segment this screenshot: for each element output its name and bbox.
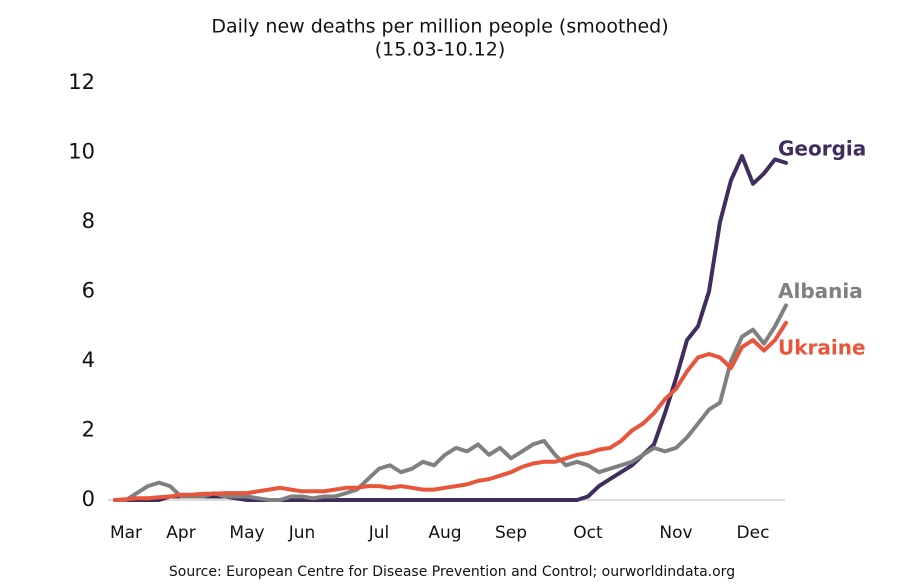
x-tick-label: Nov bbox=[659, 523, 692, 543]
y-tick-label: 2 bbox=[82, 418, 95, 442]
y-tick-label: 12 bbox=[68, 70, 95, 94]
x-tick-label: Jun bbox=[288, 523, 316, 543]
y-tick-label: 10 bbox=[68, 140, 95, 164]
chart-subtitle: (15.03-10.12) bbox=[375, 39, 505, 61]
x-tick-label: Apr bbox=[166, 523, 195, 543]
chart-title: Daily new deaths per million people (smo… bbox=[211, 16, 668, 38]
x-tick-label: May bbox=[229, 523, 264, 543]
y-tick-label: 6 bbox=[82, 279, 95, 303]
x-tick-label: Mar bbox=[110, 523, 142, 543]
x-tick-label: Oct bbox=[573, 523, 603, 543]
y-tick-label: 4 bbox=[82, 348, 95, 372]
x-tick-label: Jul bbox=[368, 523, 390, 543]
series-label: Ukraine bbox=[778, 335, 866, 359]
y-tick-label: 8 bbox=[82, 209, 95, 233]
series-line bbox=[113, 320, 788, 502]
source-note: Source: European Centre for Disease Prev… bbox=[169, 564, 735, 580]
series-line bbox=[113, 154, 788, 502]
series-label: Albania bbox=[778, 279, 863, 303]
x-tick-label: Aug bbox=[428, 523, 461, 543]
series-label: Georgia bbox=[778, 136, 866, 160]
series-line bbox=[113, 303, 788, 502]
x-tick-label: Dec bbox=[737, 523, 770, 543]
y-tick-label: 0 bbox=[82, 487, 95, 511]
x-tick-label: Sep bbox=[495, 523, 527, 543]
